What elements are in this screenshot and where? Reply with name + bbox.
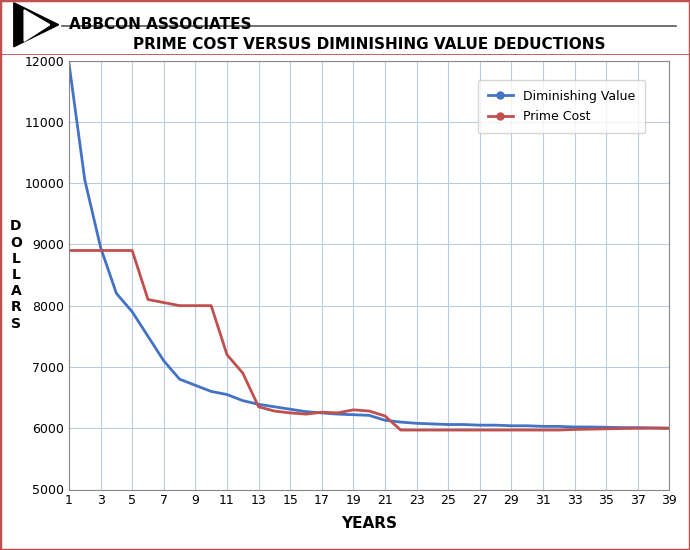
Diminishing Value: [302, 408, 310, 415]
Prime Cost: [81, 247, 89, 254]
Prime Cost: [428, 427, 437, 433]
Diminishing Value: [602, 424, 610, 431]
Diminishing Value: [317, 410, 326, 416]
Prime Cost: [302, 411, 310, 417]
Diminishing Value: [144, 333, 152, 339]
Prime Cost: [365, 408, 373, 414]
Text: ABBCON ASSOCIATES: ABBCON ASSOCIATES: [69, 17, 251, 32]
Diminishing Value: [239, 397, 247, 404]
Prime Cost: [586, 426, 595, 432]
Prime Cost: [602, 426, 610, 432]
Diminishing Value: [618, 424, 626, 431]
Diminishing Value: [571, 424, 579, 430]
Diminishing Value: [507, 422, 515, 429]
Prime Cost: [144, 296, 152, 303]
Prime Cost: [207, 302, 215, 309]
Diminishing Value: [191, 382, 199, 389]
Prime Cost: [618, 425, 626, 432]
Diminishing Value: [333, 411, 342, 417]
Diminishing Value: [397, 419, 405, 425]
Diminishing Value: [539, 423, 547, 430]
Polygon shape: [14, 3, 59, 47]
Prime Cost: [649, 425, 658, 432]
Prime Cost: [444, 427, 452, 433]
Diminishing Value: [381, 417, 389, 424]
Diminishing Value: [81, 177, 89, 183]
Prime Cost: [491, 427, 500, 433]
Prime Cost: [239, 370, 247, 376]
Prime Cost: [191, 302, 199, 309]
Diminishing Value: [365, 412, 373, 419]
Title: PRIME COST VERSUS DIMINISHING VALUE DEDUCTIONS: PRIME COST VERSUS DIMINISHING VALUE DEDU…: [133, 37, 605, 52]
Prime Cost: [460, 427, 468, 433]
Diminishing Value: [555, 423, 563, 430]
Prime Cost: [286, 410, 295, 416]
Prime Cost: [128, 247, 137, 254]
Diminishing Value: [270, 404, 279, 410]
Prime Cost: [665, 425, 673, 432]
Prime Cost: [555, 427, 563, 433]
Diminishing Value: [428, 421, 437, 427]
Diminishing Value: [349, 411, 357, 418]
Prime Cost: [413, 427, 421, 433]
Prime Cost: [349, 406, 357, 413]
Prime Cost: [523, 427, 531, 433]
Diminishing Value: [128, 309, 137, 315]
Prime Cost: [507, 427, 515, 433]
Y-axis label: D
O
L
L
A
R
S: D O L L A R S: [10, 219, 22, 331]
Prime Cost: [475, 427, 484, 433]
Prime Cost: [223, 351, 231, 358]
Diminishing Value: [286, 406, 295, 412]
Diminishing Value: [460, 421, 468, 428]
Prime Cost: [175, 302, 184, 309]
Diminishing Value: [207, 388, 215, 395]
Prime Cost: [397, 427, 405, 433]
Prime Cost: [317, 409, 326, 416]
Diminishing Value: [665, 425, 673, 432]
Prime Cost: [381, 412, 389, 419]
Diminishing Value: [65, 60, 73, 67]
Diminishing Value: [475, 422, 484, 428]
Line: Prime Cost: Prime Cost: [69, 250, 669, 430]
Diminishing Value: [159, 358, 168, 364]
Prime Cost: [97, 247, 105, 254]
Diminishing Value: [112, 290, 121, 296]
Line: Diminishing Value: Diminishing Value: [69, 64, 669, 428]
Diminishing Value: [255, 401, 263, 408]
Diminishing Value: [223, 391, 231, 398]
Prime Cost: [571, 426, 579, 433]
Legend: Diminishing Value, Prime Cost: Diminishing Value, Prime Cost: [477, 80, 645, 133]
Prime Cost: [159, 299, 168, 306]
Prime Cost: [539, 427, 547, 433]
Prime Cost: [270, 408, 279, 414]
Diminishing Value: [649, 425, 658, 431]
X-axis label: YEARS: YEARS: [341, 516, 397, 531]
Prime Cost: [65, 247, 73, 254]
Prime Cost: [112, 247, 121, 254]
Diminishing Value: [444, 421, 452, 428]
Diminishing Value: [175, 376, 184, 382]
Prime Cost: [333, 410, 342, 416]
Diminishing Value: [413, 420, 421, 427]
Diminishing Value: [523, 422, 531, 429]
Prime Cost: [633, 425, 642, 432]
Prime Cost: [255, 404, 263, 410]
Diminishing Value: [491, 422, 500, 428]
Polygon shape: [24, 10, 50, 41]
Diminishing Value: [586, 424, 595, 430]
Diminishing Value: [633, 424, 642, 431]
Diminishing Value: [97, 244, 105, 251]
